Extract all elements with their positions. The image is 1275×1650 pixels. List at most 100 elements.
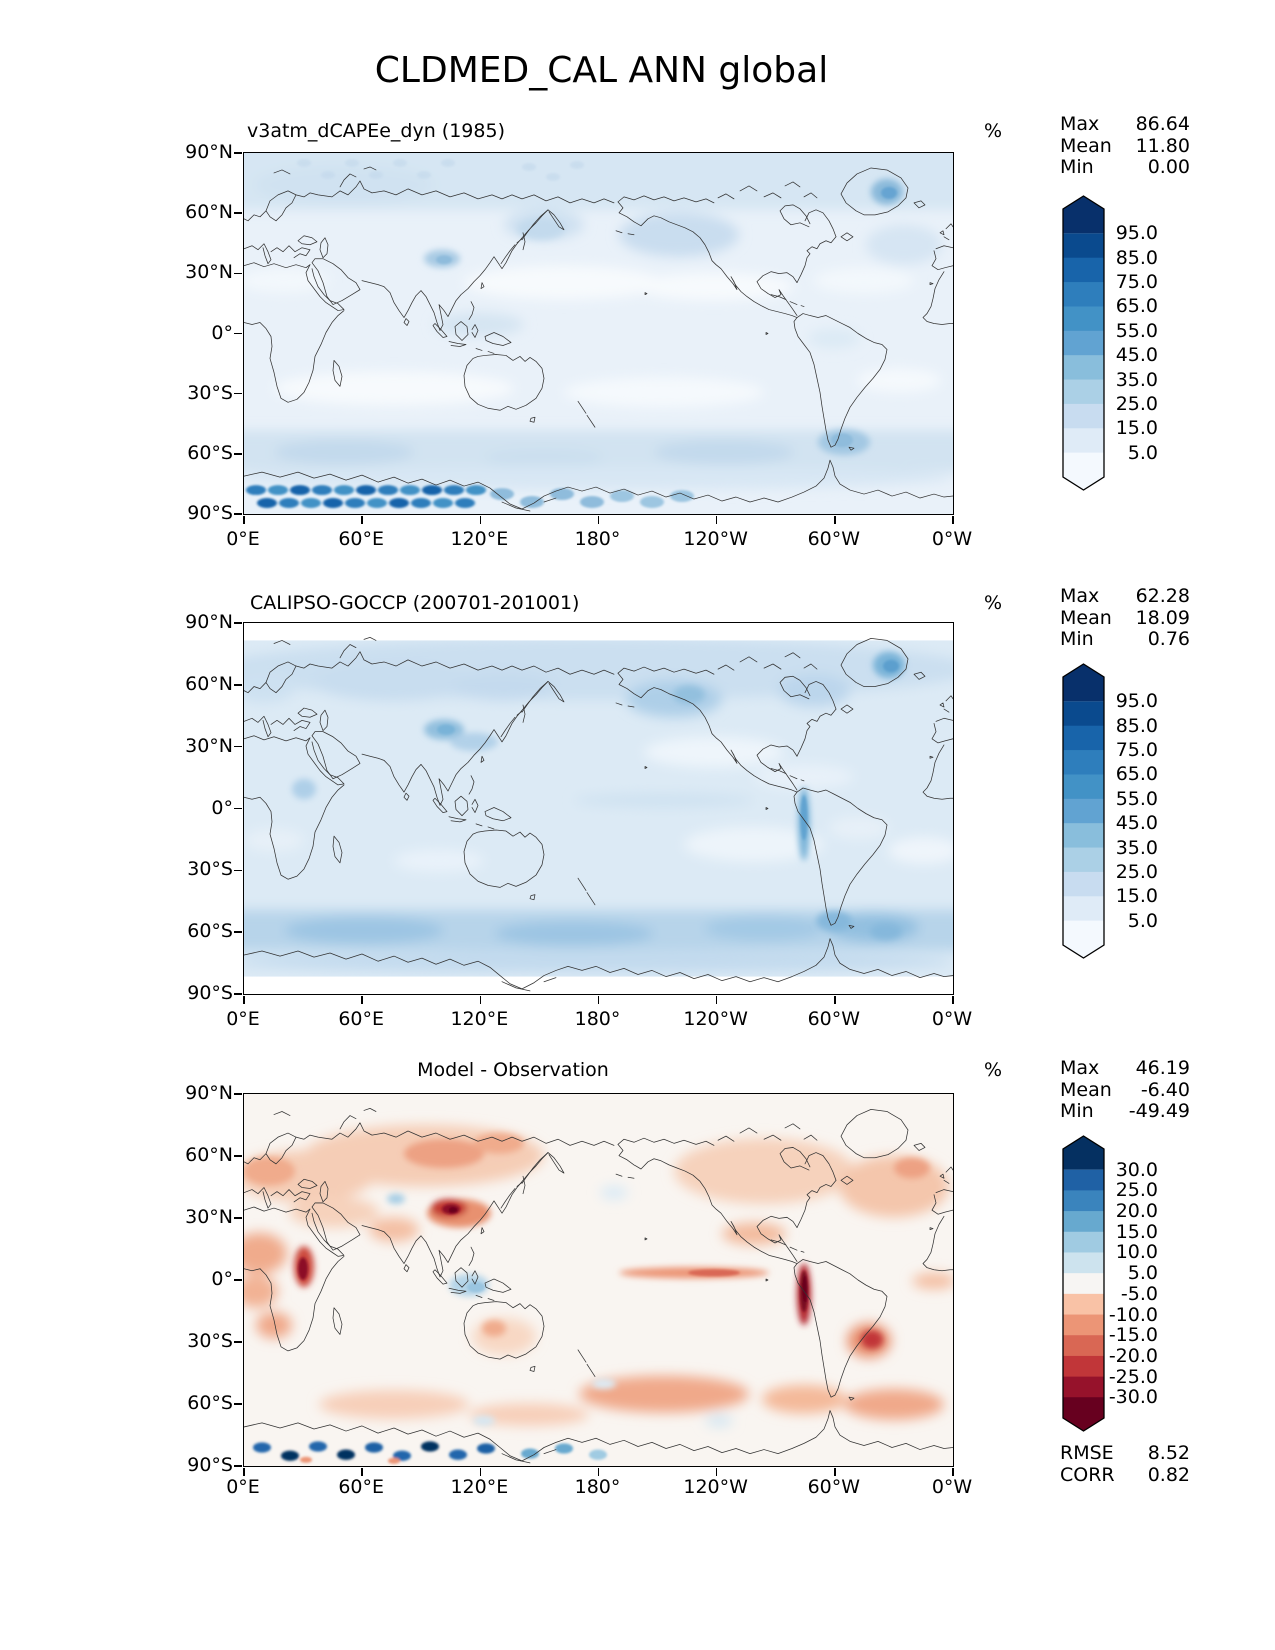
y-tick-mark — [234, 1155, 243, 1157]
colorbar-tick-label: 85.0 — [1115, 714, 1158, 737]
y-tick-label: 90°N — [185, 611, 233, 633]
y-tick-mark — [234, 684, 243, 686]
y-tick-label: 0° — [211, 321, 233, 344]
y-tick-label: 30°S — [187, 1330, 233, 1352]
y-tick-mark — [234, 869, 243, 872]
x-tick-mark — [361, 1467, 363, 1476]
y-tick-mark — [234, 931, 243, 933]
x-tick-label: 0°W — [931, 1476, 973, 1498]
x-tick-mark — [834, 515, 836, 524]
stat-value: -6.40 — [1140, 1078, 1190, 1101]
colorbar-tick-label: 35.0 — [1115, 836, 1158, 859]
x-tick-label: 180° — [574, 528, 621, 550]
y-tick-mark — [234, 212, 243, 214]
y-tick-label: 90°S — [187, 1454, 233, 1476]
x-tick-mark — [715, 1467, 718, 1476]
x-tick-mark — [715, 995, 718, 1004]
panel-model-yaxis: 90°N 60°N 30°N 0° 30°S 60°S 90°S — [130, 141, 233, 524]
x-tick-mark — [479, 995, 482, 1004]
colorbar-tick-label: 75.0 — [1115, 271, 1158, 294]
stat-value: 86.64 — [1135, 113, 1190, 135]
y-tick-mark — [234, 993, 243, 995]
x-tick-label: 0°E — [226, 528, 260, 550]
colorbar-tick-label: 45.0 — [1115, 344, 1158, 367]
y-tick-label: 60°N — [185, 1144, 233, 1166]
y-tick-mark — [234, 392, 243, 395]
colorbar-tick-label: 10.0 — [1115, 1241, 1158, 1264]
x-tick-label: 120°E — [450, 1008, 509, 1030]
colorbar-tick-label: 85.0 — [1115, 246, 1158, 269]
colorbar-observation: 95.0 85.0 75.0 65.0 55.0 45.0 35.0 25.0 15.0 5.0 — [1062, 663, 1172, 959]
x-tick-label: 120°W — [683, 1008, 748, 1030]
world-map-model — [244, 153, 953, 514]
panel-observation-title: CALIPSO-GOCCP (200701-201001) — [250, 592, 580, 614]
x-tick-mark — [479, 515, 482, 524]
y-tick-mark — [234, 1279, 243, 1281]
stat-label: RMSE — [1060, 1442, 1114, 1464]
y-tick-label: 0° — [211, 1268, 233, 1290]
colorbar-tick-label: 15.0 — [1115, 1220, 1158, 1243]
y-tick-label: 90°N — [185, 1082, 233, 1104]
y-tick-label: 60°S — [187, 920, 233, 943]
world-map-difference — [244, 1094, 953, 1466]
x-tick-mark — [243, 515, 245, 524]
stat-label: Max — [1060, 113, 1100, 135]
colorbar-tick-label: 5.0 — [1127, 441, 1158, 464]
colorbar-tick-label: 15.0 — [1115, 417, 1158, 440]
x-tick-label: 180° — [574, 1476, 621, 1498]
x-tick-mark — [834, 1467, 836, 1476]
colorbar-tick-label: 25.0 — [1115, 860, 1158, 883]
y-tick-mark — [234, 1403, 243, 1405]
y-tick-mark — [234, 152, 243, 154]
stat-label: Min — [1060, 628, 1094, 650]
colorbar-tick-label: 15.0 — [1115, 885, 1158, 908]
figure-title: CLDMED_CAL ANN global — [374, 50, 829, 91]
x-tick-label: 60°E — [338, 1476, 384, 1498]
stat-label: Mean — [1060, 1078, 1112, 1101]
colorbar-tick-label: -5.0 — [1120, 1282, 1158, 1305]
panel-observation-map — [234, 622, 954, 1004]
panel-observation-stats: Max 62.28 Mean 18.09 Min 0.76 — [1060, 585, 1190, 651]
panel-model-stats: Max 86.64 Mean 11.80 Min 0.00 — [1060, 113, 1190, 179]
panel-difference-map — [234, 1093, 954, 1476]
panel-observation-xaxis: 0°E 60°E 120°E 180° 120°W 60°W 0°W — [226, 1008, 972, 1032]
y-tick-mark — [234, 332, 243, 335]
x-tick-label: 0°W — [931, 528, 973, 550]
colorbar-tick-label: 25.0 — [1115, 1179, 1158, 1202]
colorbar-difference: 30.0 25.0 20.0 15.0 10.0 5.0 -5.0 -10.0 -15.0 -20… — [1062, 1135, 1172, 1432]
x-tick-mark — [715, 515, 718, 524]
colorbar-tick-label: 35.0 — [1115, 368, 1158, 391]
x-tick-label: 60°E — [338, 528, 384, 550]
y-tick-label: 60°N — [185, 201, 233, 224]
stat-value: 62.28 — [1135, 585, 1190, 607]
x-tick-label: 120°W — [683, 1476, 748, 1498]
x-tick-mark — [361, 515, 363, 524]
y-tick-label: 60°S — [187, 1392, 233, 1414]
colorbar-gradient — [1062, 1135, 1105, 1432]
panel-difference-title: Model - Observation — [417, 1059, 609, 1081]
x-tick-mark — [479, 1467, 482, 1476]
x-tick-mark — [243, 1467, 245, 1476]
y-tick-label: 30°S — [187, 381, 233, 404]
panel-difference-stats: Max 46.19 Mean -6.40 Min -49.49 — [1060, 1057, 1190, 1123]
x-tick-label: 60°E — [338, 1008, 384, 1030]
stat-value: 11.80 — [1135, 134, 1190, 157]
stat-label: Max — [1060, 1057, 1100, 1079]
stat-value: 0.00 — [1147, 156, 1190, 178]
colorbar-model: 95.0 85.0 75.0 65.0 55.0 45.0 35.0 25.0 15.0 5.0 — [1062, 195, 1172, 491]
stat-label: Mean — [1060, 134, 1112, 157]
y-tick-mark — [234, 807, 243, 810]
stat-value: 8.52 — [1147, 1442, 1190, 1464]
panel-observation-unit-label: % — [983, 592, 1002, 614]
panel-difference-yaxis: 90°N 60°N 30°N 0° 30°S 60°S 90°S — [130, 1082, 233, 1476]
colorbar-tick-label: 20.0 — [1115, 1200, 1158, 1223]
colorbar-tick-label: 55.0 — [1115, 787, 1158, 810]
y-tick-label: 30°N — [185, 1206, 233, 1228]
panel-difference-xaxis: 0°E 60°E 120°E 180° 120°W 60°W 0°W — [226, 1476, 972, 1500]
y-tick-mark — [234, 453, 243, 455]
x-tick-label: 180° — [574, 1008, 621, 1030]
x-tick-label: 120°W — [683, 528, 748, 550]
